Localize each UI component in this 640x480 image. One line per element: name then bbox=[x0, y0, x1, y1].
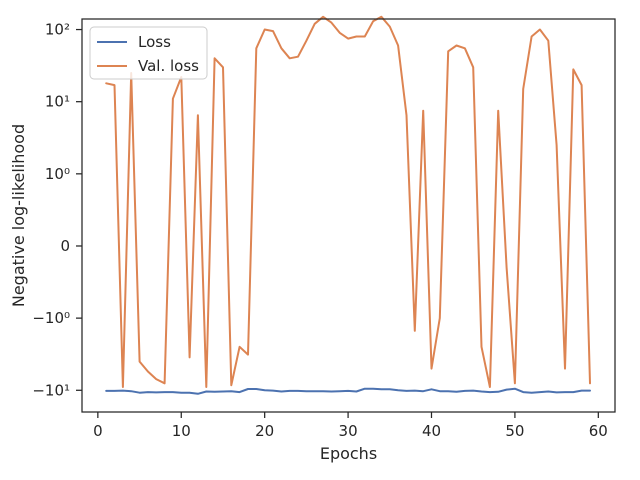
series-line-val-loss bbox=[105, 15, 591, 388]
y-tick-label: 10¹ bbox=[45, 93, 70, 111]
y-axis: 10² 10¹ 10⁰ 0 −10⁰ −10¹ bbox=[32, 21, 82, 399]
legend-label: Loss bbox=[138, 33, 171, 51]
x-axis: 0 10 20 30 40 50 60 bbox=[93, 412, 608, 440]
y-tick-label: 10² bbox=[45, 21, 70, 39]
plot-area bbox=[105, 15, 591, 395]
x-tick-label: 40 bbox=[422, 422, 441, 440]
x-tick-label: 30 bbox=[339, 422, 358, 440]
y-tick-label: 10⁰ bbox=[45, 165, 70, 183]
y-tick-label: 0 bbox=[60, 237, 70, 255]
series-line-loss bbox=[105, 387, 591, 395]
x-tick-label: 60 bbox=[589, 422, 608, 440]
y-tick-label: −10¹ bbox=[32, 381, 70, 399]
x-tick-label: 10 bbox=[172, 422, 191, 440]
x-tick-label: 0 bbox=[93, 422, 103, 440]
y-tick-label: −10⁰ bbox=[32, 309, 70, 327]
x-tick-label: 50 bbox=[505, 422, 524, 440]
legend: Loss Val. loss bbox=[89, 26, 208, 80]
x-tick-label: 20 bbox=[255, 422, 274, 440]
x-axis-label: Epochs bbox=[320, 444, 377, 463]
y-axis-label: Negative log-likelihood bbox=[9, 124, 28, 307]
legend-label: Val. loss bbox=[138, 57, 199, 75]
